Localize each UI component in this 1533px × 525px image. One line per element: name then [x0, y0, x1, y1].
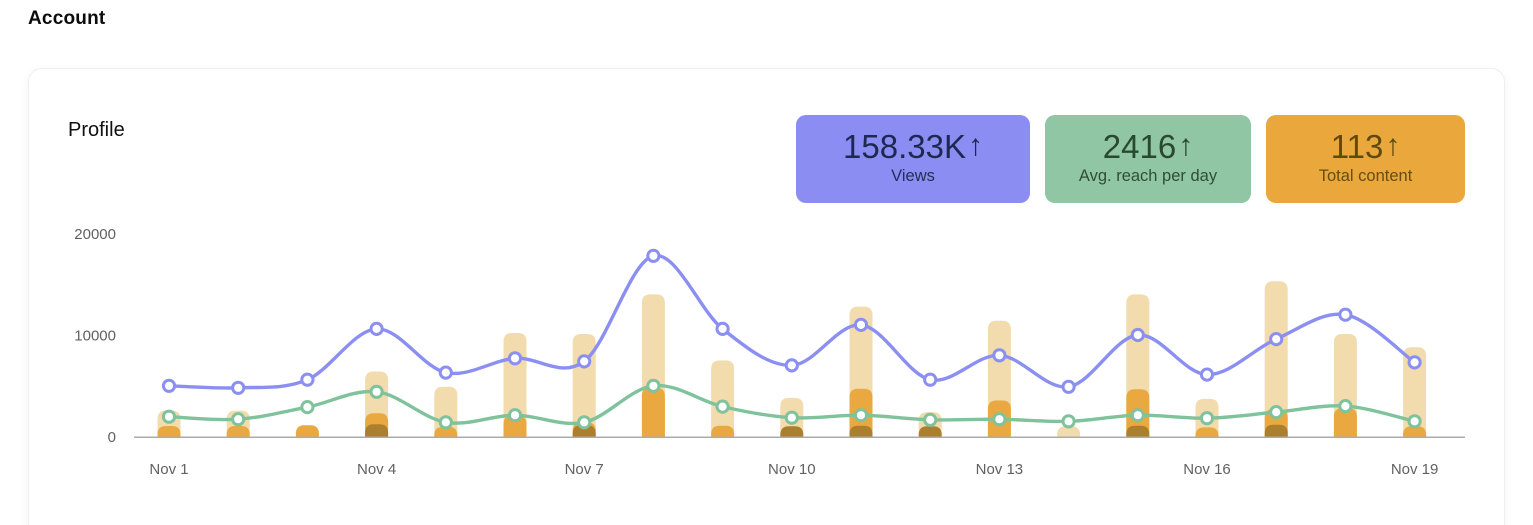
views-line-marker	[992, 348, 1007, 363]
bar-bar-dark	[572, 425, 596, 437]
bar-bar-medium	[434, 426, 458, 437]
reach-line-marker	[161, 409, 177, 424]
content-value-row: 113 ↑	[1331, 128, 1401, 166]
views-line-marker	[1130, 327, 1145, 343]
reach-line-marker	[1130, 408, 1145, 423]
views-line-marker	[1269, 332, 1284, 347]
x-tick-label: Nov 10	[768, 461, 816, 478]
views-label: Views	[891, 167, 935, 186]
bar-bar-dark	[780, 426, 804, 437]
x-tick-label: Nov 1	[149, 461, 188, 478]
views-value-row: 158.33K ↑	[843, 128, 983, 166]
x-tick-label: Nov 4	[357, 461, 396, 478]
y-tick-label: 20000	[74, 226, 116, 243]
bar-bar-dark	[918, 426, 942, 437]
reach-line-marker	[784, 410, 799, 425]
x-tick-label: Nov 19	[1391, 461, 1439, 478]
views-line-marker	[923, 372, 938, 387]
reach-line-marker	[231, 412, 246, 427]
series-views-line	[161, 248, 1422, 395]
reach-line-marker	[438, 415, 453, 430]
views-line-marker	[300, 372, 315, 387]
y-tick-label: 0	[108, 429, 116, 446]
bar-bar-dark	[365, 424, 389, 437]
content-label: Total content	[1318, 167, 1413, 186]
views-line-marker	[577, 354, 592, 369]
stats-row: 158.33K ↑ Views 2416 ↑ Avg. reach per da…	[796, 115, 1465, 203]
x-tick-label: Nov 13	[976, 461, 1024, 478]
bar-bar-dark	[1264, 424, 1288, 437]
views-line-marker	[1407, 355, 1422, 370]
views-line-marker	[646, 248, 661, 263]
views-value: 158.33K	[843, 127, 966, 165]
bar-bar-medium	[226, 426, 250, 437]
views-line-marker	[369, 321, 384, 337]
card-title: Profile	[68, 119, 125, 141]
reach-label: Avg. reach per day	[1078, 167, 1218, 186]
reach-line-marker	[1407, 414, 1422, 429]
reach-value: 2416	[1102, 127, 1177, 165]
reach-line-marker	[646, 378, 661, 393]
x-tick-label: Nov 7	[565, 461, 604, 478]
bar-bar-light	[1403, 347, 1427, 437]
stat-badge-views[interactable]: 158.33K ↑ Views	[796, 115, 1030, 203]
reach-line-marker	[507, 408, 523, 423]
reach-line-marker	[1199, 411, 1215, 426]
page-title: Account	[28, 8, 106, 29]
reach-line-marker	[300, 400, 315, 415]
up-arrow-icon: ↑	[967, 129, 983, 163]
views-line-marker	[161, 378, 177, 393]
content-value: 113	[1330, 127, 1384, 165]
bar-bar-dark	[849, 425, 873, 437]
reach-line-marker	[1269, 405, 1284, 420]
views-line-marker	[784, 358, 799, 373]
bar-bar-medium	[711, 425, 735, 437]
views-line-marker	[1338, 307, 1353, 322]
bar-bar-light	[1264, 281, 1288, 437]
views-line-marker	[507, 351, 523, 366]
stat-badge-total-content[interactable]: 113 ↑ Total content	[1266, 115, 1465, 203]
up-arrow-icon: ↑	[1385, 129, 1401, 163]
reach-line-marker	[1061, 414, 1076, 429]
bar-bar-medium	[157, 426, 181, 437]
bar-bar-medium	[503, 415, 527, 437]
series-bar-dark	[365, 424, 1288, 437]
reach-line-marker	[853, 408, 869, 423]
bar-bar-medium	[1403, 426, 1427, 437]
up-arrow-icon: ↑	[1178, 129, 1194, 163]
series-reach-line	[161, 378, 1422, 430]
bar-bar-medium	[295, 425, 319, 437]
bar-bar-medium	[641, 387, 665, 437]
x-tick-label: Nov 16	[1183, 461, 1231, 478]
profile-card: Profile 158.33K ↑ Views 2416 ↑ Avg. reac…	[28, 68, 1505, 525]
bar-bar-medium	[1333, 408, 1357, 437]
reach-line-marker	[369, 384, 384, 399]
views-line-marker	[715, 321, 730, 337]
profile-activity-chart: 0 10000 20000 Nov 1 Nov 4 Nov 7 Nov 10 Nov 13 No…	[74, 226, 1465, 478]
bar-bar-light	[1057, 426, 1081, 437]
reach-line-marker	[577, 415, 592, 430]
reach-value-row: 2416 ↑	[1103, 128, 1193, 166]
bar-bar-light	[711, 360, 735, 437]
reach-line-marker	[992, 412, 1007, 427]
stat-badge-avg-reach[interactable]: 2416 ↑ Avg. reach per day	[1045, 115, 1251, 203]
views-line-marker	[438, 365, 453, 380]
y-tick-label: 10000	[74, 328, 116, 345]
reach-line-marker	[1338, 399, 1353, 414]
views-line-marker	[1199, 367, 1215, 382]
reach-line-marker	[715, 399, 730, 414]
bar-bar-dark	[1126, 425, 1150, 437]
views-line-marker	[231, 380, 246, 395]
views-line-marker	[853, 317, 869, 333]
reach-line-marker	[923, 412, 938, 427]
bar-bar-medium	[1195, 427, 1219, 437]
views-line-marker	[1061, 379, 1076, 394]
